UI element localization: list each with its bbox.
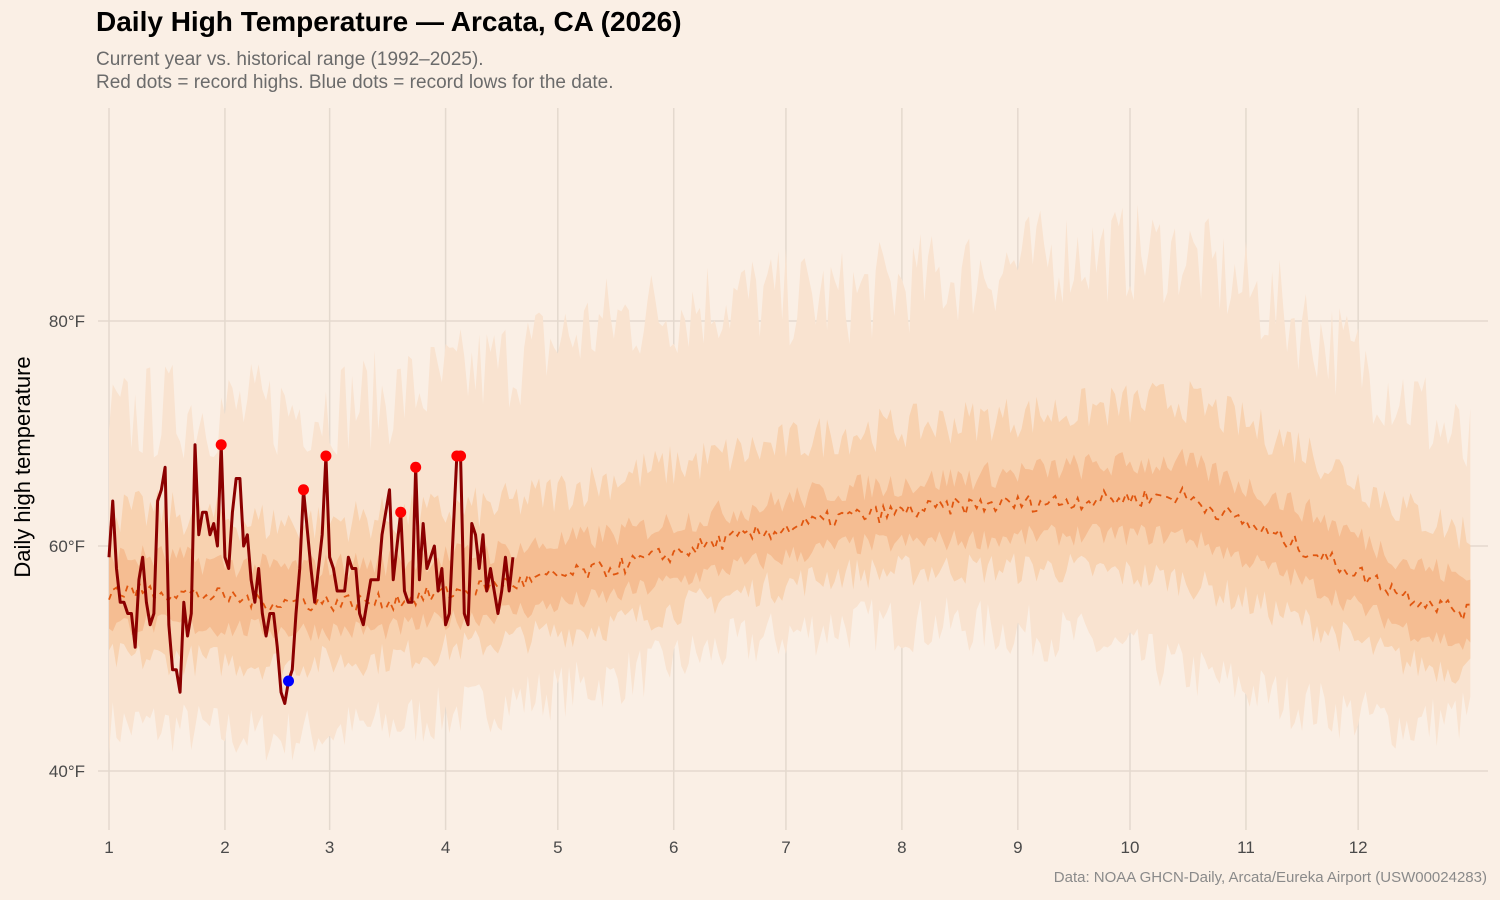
x-tick-label: 4 <box>441 838 450 857</box>
series-lines <box>107 443 1471 705</box>
x-tick-label: 2 <box>220 838 229 857</box>
x-tick-label: 9 <box>1013 838 1022 857</box>
x-tick-label: 8 <box>897 838 906 857</box>
y-axis-label: Daily high temperature <box>10 356 35 577</box>
y-tick-label: 40°F <box>49 762 85 781</box>
x-tick-label: 10 <box>1121 838 1140 857</box>
x-tick-label: 12 <box>1349 838 1368 857</box>
x-tick-label: 7 <box>781 838 790 857</box>
record-high-dot <box>395 506 407 518</box>
chart-subtitle-line2: Red dots = record highs. Blue dots = rec… <box>96 72 614 93</box>
x-tick-label: 1 <box>104 838 113 857</box>
x-tick-label: 11 <box>1237 838 1255 857</box>
record-low-dot <box>283 675 295 687</box>
historical-bands <box>109 204 1471 761</box>
record-high-dot <box>215 439 227 451</box>
y-tick-label: 80°F <box>49 312 85 331</box>
record-high-dot <box>455 450 467 462</box>
x-tick-label: 3 <box>325 838 334 857</box>
record-high-dot <box>297 484 309 496</box>
record-high-dot <box>410 461 422 473</box>
chart-subtitle-line1: Current year vs. historical range (1992–… <box>96 49 484 70</box>
x-tick-label: 6 <box>669 838 678 857</box>
normal-line <box>108 485 1471 623</box>
current-year-line <box>107 443 515 705</box>
data-source-caption: Data: NOAA GHCN-Daily, Arcata/Eureka Air… <box>1053 869 1487 886</box>
y-tick-label: 60°F <box>49 537 85 556</box>
x-tick-label: 5 <box>553 838 562 857</box>
record-dots <box>215 439 467 687</box>
chart-title: Daily High Temperature — Arcata, CA (202… <box>96 6 682 37</box>
record-high-dot <box>320 450 332 462</box>
